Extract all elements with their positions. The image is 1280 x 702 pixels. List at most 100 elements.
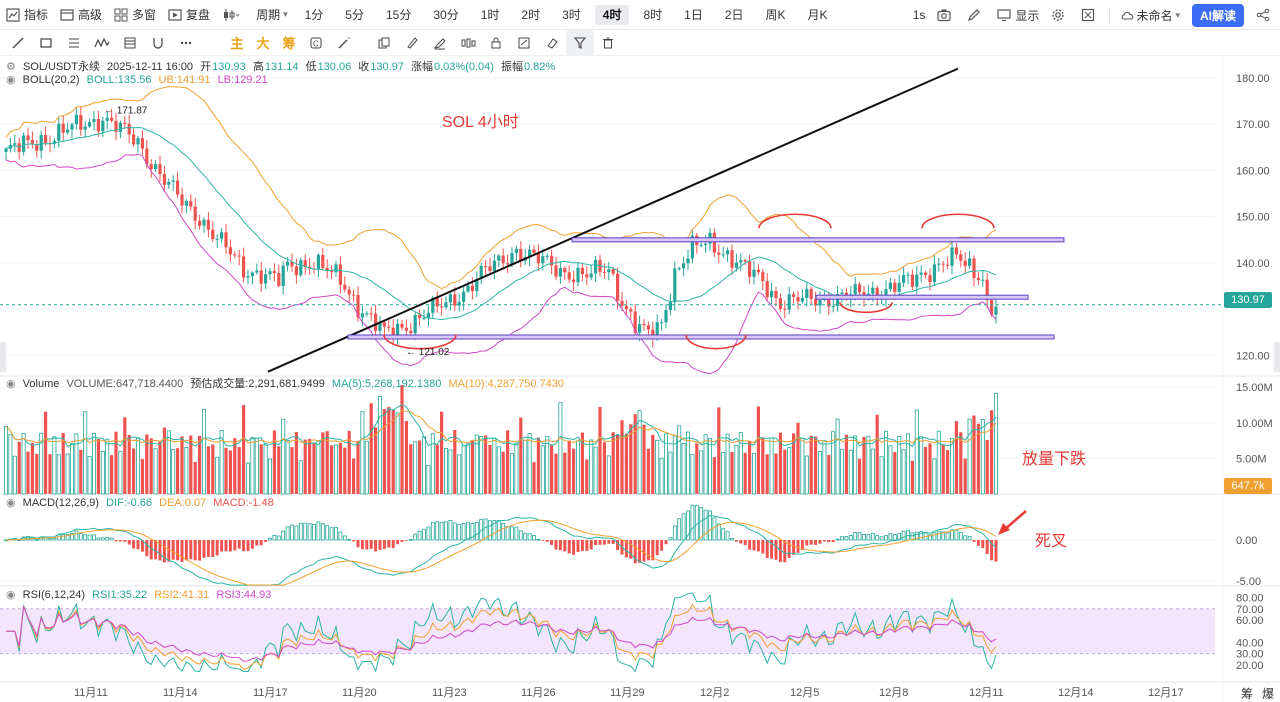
lock-tool[interactable]: [482, 30, 510, 56]
timeframe-6[interactable]: 3时: [562, 7, 581, 22]
boll-name: BOLL(20,2): [22, 74, 80, 86]
candle-body: [110, 117, 114, 121]
candle-body: [466, 285, 470, 292]
bell-icon[interactable]: ◉: [6, 589, 16, 601]
pencil-icon: [968, 9, 981, 21]
candle-body: [255, 270, 259, 273]
fullscreen-button[interactable]: [1075, 0, 1105, 30]
candle-body: [567, 272, 571, 280]
candle-body: [387, 326, 391, 328]
volume-bar: [884, 430, 889, 495]
refresh-rate-button[interactable]: 1s: [907, 0, 932, 30]
macd-bar: [827, 540, 831, 543]
screenshot-button[interactable]: [931, 0, 961, 30]
curve-tool[interactable]: [144, 30, 172, 56]
range-bottom-line: [347, 334, 1055, 340]
volume-bar: [484, 435, 488, 494]
main-force-tool[interactable]: 主: [230, 36, 244, 51]
eye-icon[interactable]: ◉: [6, 378, 16, 390]
timeframe-8[interactable]: 8时: [643, 7, 663, 22]
fib-tool[interactable]: [116, 30, 144, 56]
volume-bar: [910, 460, 914, 494]
date-axis-label: 11月23: [432, 687, 467, 699]
more-tools[interactable]: [172, 30, 200, 56]
macd-bar: [387, 540, 391, 548]
right-collapse-handle[interactable]: [1274, 342, 1280, 372]
timeframe-10[interactable]: 2日: [724, 7, 744, 22]
display-button[interactable]: 显示: [991, 0, 1045, 30]
timeframe-4[interactable]: 1时: [480, 7, 500, 22]
volume-bar: [118, 451, 123, 495]
chip-tool[interactable]: 筹: [282, 36, 296, 51]
copy-tool[interactable]: [370, 30, 398, 56]
volume-bar: [435, 444, 439, 494]
magic-tool[interactable]: [330, 30, 358, 56]
macd-bar: [215, 540, 219, 556]
volume-bar: [532, 462, 536, 494]
bell-icon[interactable]: ◉: [6, 497, 16, 509]
note-tool[interactable]: [510, 30, 538, 56]
timeframe-9[interactable]: 1日: [684, 7, 703, 22]
chart-area[interactable]: 180.00 170.00 160.00 150.00 140.00 120.00 ← 17…: [0, 56, 1280, 702]
period-menu[interactable]: 周期 ▾: [250, 0, 294, 30]
chart-canvas[interactable]: 180.00 170.00 160.00 150.00 140.00 120.00 ← 17…: [0, 56, 1280, 702]
timeframe-5[interactable]: 2时: [521, 7, 541, 22]
candle-body: [563, 268, 567, 273]
candles-tool[interactable]: [454, 30, 482, 56]
timeframe-11[interactable]: 周K: [765, 7, 786, 22]
volume-bar: [606, 455, 611, 495]
macd-bar: [607, 540, 611, 544]
timeframe-2[interactable]: 15分: [385, 7, 412, 22]
volume-bar: [325, 431, 329, 494]
rectangle-tool[interactable]: [32, 30, 60, 56]
low-marker: ← 121.02: [406, 347, 450, 358]
candle-body: [642, 324, 646, 326]
trend-line-tool[interactable]: [4, 30, 32, 56]
timeframe-7[interactable]: 4时: [594, 4, 630, 25]
left-collapse-handle[interactable]: [0, 342, 6, 372]
chart-type-button[interactable]: [216, 0, 250, 30]
volume-bar: [932, 458, 937, 495]
candle-body: [532, 249, 536, 253]
delete-tool[interactable]: [594, 30, 622, 56]
horizontal-lines-tool[interactable]: [60, 30, 88, 56]
open-label: 开: [200, 61, 212, 73]
candle-body: [699, 244, 703, 246]
highlighter-tool[interactable]: [426, 30, 454, 56]
price-legend: ⚙ SOL/USDT永续 2025-12-11 16:00 开130.93 高1…: [6, 58, 559, 74]
candle-body: [770, 291, 774, 298]
pen-tool[interactable]: [398, 30, 426, 56]
settings-button[interactable]: [1045, 0, 1075, 30]
macd-bar: [598, 540, 602, 545]
share-button[interactable]: [1250, 0, 1280, 30]
chart-settings-icon[interactable]: ⚙: [6, 61, 16, 73]
candle-body: [963, 260, 967, 267]
filter-tool[interactable]: [566, 29, 594, 56]
amplitude-label: 振幅: [501, 61, 523, 73]
wave-tool[interactable]: [88, 30, 116, 56]
replay-button[interactable]: 复盘: [162, 0, 216, 30]
candle-body: [721, 254, 725, 256]
draw-toggle-button[interactable]: [961, 0, 991, 30]
timeframe-1[interactable]: 5分: [345, 7, 364, 22]
date-axis-label: 11月20: [342, 687, 377, 699]
timeframe-3[interactable]: 30分: [433, 7, 459, 22]
candle-body: [888, 282, 892, 290]
advanced-button[interactable]: 高级: [54, 0, 108, 30]
timeframe-12[interactable]: 月K: [807, 7, 828, 22]
candle-body: [413, 314, 417, 334]
compare-tool[interactable]: C: [302, 30, 330, 56]
ai-analysis-button[interactable]: AI解读: [1191, 3, 1244, 27]
volume-bar: [308, 438, 312, 494]
candle-body: [915, 274, 919, 287]
volume-bar: [352, 458, 356, 494]
layout-name-dropdown[interactable]: 未命名 ▾: [1114, 7, 1186, 24]
multi-window-button[interactable]: 多窗: [108, 0, 162, 30]
horizontal-lines-icon: [69, 38, 79, 47]
timeframe-0[interactable]: 1分: [304, 7, 324, 22]
candle-body: [902, 275, 906, 283]
eye-icon[interactable]: ◉: [6, 74, 16, 86]
indicators-button[interactable]: 指标: [0, 0, 54, 30]
eraser-tool[interactable]: [538, 30, 566, 56]
big-order-tool[interactable]: 大: [256, 36, 270, 51]
